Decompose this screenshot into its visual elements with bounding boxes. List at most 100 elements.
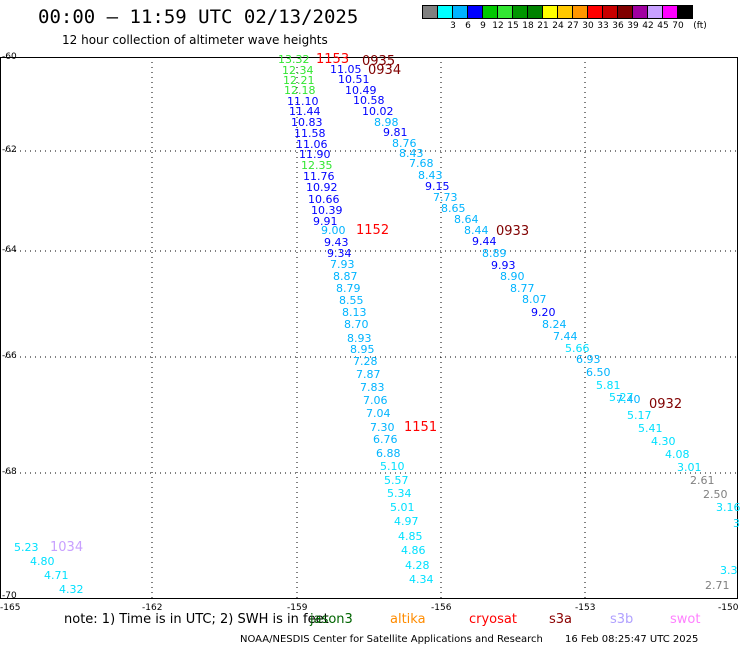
swh-value-track-b: 9.44 bbox=[472, 235, 497, 248]
swh-value-track-a: 4.86 bbox=[401, 544, 426, 557]
colorbar-swatch bbox=[527, 5, 543, 19]
swh-value-track-a: 4.97 bbox=[394, 515, 419, 528]
swh-value-track-c: 4.32 bbox=[59, 583, 84, 596]
pass-time-label: 0933 bbox=[496, 224, 529, 239]
colorbar-swatch bbox=[482, 5, 498, 19]
colorbar-swatch bbox=[452, 5, 468, 19]
swh-value-track-a: 9.91 bbox=[313, 215, 338, 228]
colorbar-label: 30 bbox=[582, 21, 594, 31]
colorbar-label: 70 bbox=[672, 21, 684, 31]
swh-value-track-a: 12.35 bbox=[301, 159, 333, 172]
lon-label-150: -150 bbox=[718, 603, 739, 613]
swh-value-track-b: 7.73 bbox=[433, 191, 458, 204]
swh-value-track-a: 11.90 bbox=[299, 148, 331, 161]
swh-value-track-a: 11.06 bbox=[296, 138, 328, 151]
swh-value-track-a: 8.87 bbox=[333, 270, 358, 283]
lat-label-68: -68 bbox=[2, 467, 17, 477]
swh-value-track-b: 5.17 bbox=[627, 409, 652, 422]
track-layer: 13.3212.3412.2112.1811.1011.4410.8311.58… bbox=[14, 52, 740, 596]
colorbar bbox=[422, 5, 693, 19]
swh-value-track-b: 3.16 bbox=[716, 501, 740, 514]
swh-value-track-b: 10.49 bbox=[345, 84, 377, 97]
colorbar-swatch bbox=[677, 5, 693, 19]
colorbar-label: 36 bbox=[612, 21, 624, 31]
swh-value-track-b: 6.50 bbox=[586, 366, 611, 379]
colorbar-swatch bbox=[572, 5, 588, 19]
swh-value-track-b: 10.02 bbox=[362, 105, 394, 118]
swh-value-track-b: 2.71 bbox=[705, 579, 730, 592]
swh-value-track-a: 9.43 bbox=[324, 236, 349, 249]
swh-value-track-a: 7.06 bbox=[363, 394, 388, 407]
swh-value-track-b: 8.76 bbox=[392, 137, 417, 150]
colorbar-swatch bbox=[602, 5, 618, 19]
colorbar-swatch bbox=[632, 5, 648, 19]
swh-value-track-a: 11.58 bbox=[294, 127, 326, 140]
swh-value-track-b: 4.30 bbox=[651, 435, 676, 448]
swh-value-track-c: 5.23 bbox=[14, 541, 39, 554]
colorbar-swatch bbox=[587, 5, 603, 19]
colorbar-swatch bbox=[497, 5, 513, 19]
swh-value-track-a: 6.88 bbox=[376, 447, 401, 460]
swh-value-track-b: 8.07 bbox=[522, 293, 547, 306]
lon-label-165: -165 bbox=[0, 603, 21, 613]
swh-value-track-b: 9.93 bbox=[491, 259, 516, 272]
swh-value-track-a: 9.00 bbox=[321, 224, 346, 237]
swh-value-track-a: 7.87 bbox=[356, 368, 381, 381]
colorbar-swatch bbox=[662, 5, 678, 19]
swh-value-track-b: 5.27 bbox=[609, 391, 634, 404]
swh-value-track-a: 10.39 bbox=[311, 204, 343, 217]
swh-value-track-a: 7.04 bbox=[366, 407, 391, 420]
swh-value-track-a: 11.44 bbox=[289, 105, 321, 118]
colorbar-swatch bbox=[542, 5, 558, 19]
page-title: 00:00 – 11:59 UTC 02/13/2025 bbox=[38, 6, 359, 28]
swh-value-track-b: 8.89 bbox=[482, 247, 507, 260]
colorbar-unit: (ft) bbox=[693, 21, 707, 31]
lat-label-60: -60 bbox=[2, 52, 17, 62]
colorbar-swatch bbox=[557, 5, 573, 19]
colorbar-label: 39 bbox=[627, 21, 639, 31]
colorbar-swatch bbox=[617, 5, 633, 19]
swh-value-track-b: 8.77 bbox=[510, 282, 535, 295]
swh-value-track-a: 11.10 bbox=[287, 95, 319, 108]
swh-value-track-a: 7.28 bbox=[353, 355, 378, 368]
swh-value-track-c: 4.71 bbox=[44, 569, 69, 582]
colorbar-swatch bbox=[512, 5, 528, 19]
colorbar-label: 18 bbox=[522, 21, 534, 31]
colorbar-label: 9 bbox=[480, 21, 486, 31]
swh-value-track-b: 5.41 bbox=[638, 422, 663, 435]
swh-value-track-c: 4.80 bbox=[30, 555, 55, 568]
swh-value-track-a: 12.34 bbox=[282, 64, 314, 77]
swh-value-track-a: 10.92 bbox=[306, 181, 338, 194]
legend-row: note: 1) Time is in UTC; 2) SWH is in fe… bbox=[0, 612, 740, 630]
colorbar-label: 27 bbox=[567, 21, 579, 31]
swh-value-track-b: 8.43 bbox=[399, 147, 424, 160]
swh-value-track-a: 8.79 bbox=[336, 282, 361, 295]
swh-value-track-a: 11.76 bbox=[303, 170, 335, 183]
lat-label-70: -70 bbox=[2, 591, 17, 601]
swh-value-track-b: 3 bbox=[733, 517, 740, 530]
credit-text: NOAA/NESDIS Center for Satellite Applica… bbox=[240, 634, 543, 645]
colorbar-label: 45 bbox=[657, 21, 669, 31]
swh-value-track-b: 10.58 bbox=[353, 94, 385, 107]
swh-value-track-a: 10.83 bbox=[291, 116, 323, 129]
swh-value-track-b: 8.98 bbox=[374, 116, 399, 129]
swh-value-track-a: 5.34 bbox=[387, 487, 412, 500]
colorbar-label: 12 bbox=[492, 21, 504, 31]
colorbar-swatch bbox=[647, 5, 663, 19]
generated-timestamp: 16 Feb 08:25:47 UTC 2025 bbox=[565, 634, 699, 645]
swh-value-track-a: 7.30 bbox=[370, 421, 395, 434]
colorbar-label: 6 bbox=[465, 21, 471, 31]
swh-value-track-b: 7.40 bbox=[616, 393, 641, 406]
swh-value-track-a: 5.57 bbox=[384, 474, 409, 487]
swh-value-track-b: 6.93 bbox=[576, 353, 601, 366]
swh-value-track-b: 11.05 bbox=[330, 63, 362, 76]
swh-value-track-b: 5.66 bbox=[565, 342, 590, 355]
swh-value-track-b: 8.44 bbox=[464, 224, 489, 237]
colorbar-label: 15 bbox=[507, 21, 519, 31]
colorbar-swatch bbox=[437, 5, 453, 19]
sat-legend-s3a: s3a bbox=[549, 612, 573, 627]
swh-value-track-b: 8.43 bbox=[418, 169, 443, 182]
swh-value-track-b: 8.64 bbox=[454, 213, 479, 226]
swh-value-track-a: 8.93 bbox=[347, 332, 372, 345]
